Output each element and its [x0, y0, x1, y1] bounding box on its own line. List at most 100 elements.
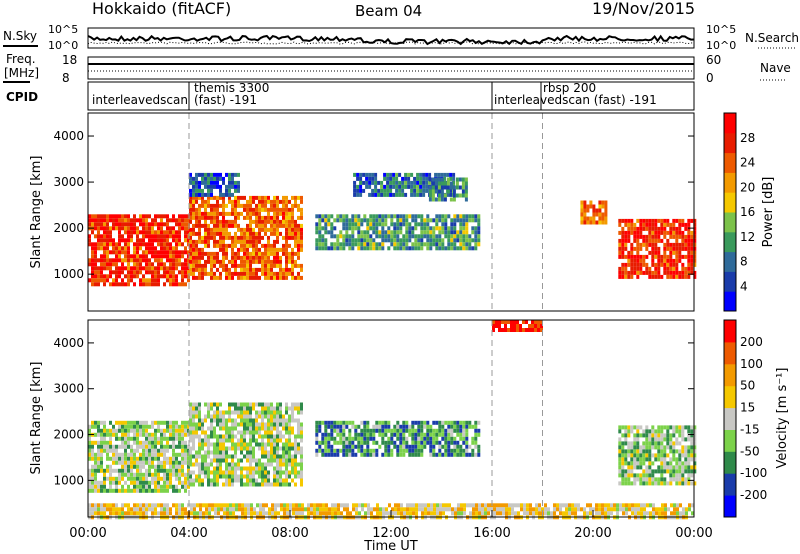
- power-cell: [225, 231, 228, 236]
- velocity-cell: [163, 503, 166, 508]
- power-cell: [365, 180, 369, 185]
- velocity-cell: [225, 450, 228, 455]
- velocity-cell: [462, 452, 466, 457]
- velocity-cell: [210, 430, 213, 435]
- velocity-cell: [538, 507, 541, 512]
- velocity-cell: [616, 503, 619, 508]
- power-cell: [404, 184, 408, 189]
- velocity-cell: [172, 420, 175, 425]
- velocity-cell: [471, 436, 475, 441]
- velocity-cell: [273, 422, 276, 427]
- velocity-cell: [330, 448, 334, 453]
- velocity-cell: [166, 476, 169, 481]
- velocity-colorbar-tick: -15: [740, 422, 760, 436]
- velocity-cell: [145, 507, 148, 512]
- power-cell: [121, 226, 124, 231]
- velocity-cell: [633, 445, 637, 450]
- power-cell: [169, 254, 172, 259]
- velocity-cell: [633, 453, 637, 458]
- velocity-cell: [465, 452, 469, 457]
- velocity-cell: [198, 422, 201, 427]
- velocity-cell: [133, 460, 136, 465]
- power-cell: [109, 230, 112, 235]
- power-cell: [669, 274, 673, 279]
- power-cell: [360, 242, 364, 247]
- power-cell: [294, 227, 297, 232]
- velocity-cell: [166, 456, 169, 461]
- velocity-cell: [136, 468, 139, 473]
- power-cell: [687, 274, 691, 279]
- velocity-cell: [163, 476, 166, 481]
- velocity-cell: [636, 449, 640, 454]
- velocity-cell: [441, 420, 445, 425]
- velocity-cell: [285, 458, 288, 463]
- velocity-cell: [645, 453, 649, 458]
- velocity-cell: [204, 450, 207, 455]
- power-cell: [192, 211, 195, 216]
- velocity-cell: [154, 440, 157, 445]
- power-cell: [94, 262, 97, 267]
- velocity-cell: [408, 432, 412, 437]
- power-cell: [264, 223, 267, 228]
- power-cell: [359, 172, 363, 177]
- power-cell: [282, 247, 285, 252]
- velocity-cell: [243, 438, 246, 443]
- velocity-cell: [439, 507, 442, 512]
- power-cell: [687, 262, 691, 267]
- velocity-cell: [243, 422, 246, 427]
- power-cell: [118, 246, 121, 251]
- velocity-cell: [418, 507, 421, 512]
- power-cell: [219, 231, 222, 236]
- power-cell: [642, 254, 646, 259]
- velocity-cell: [633, 449, 637, 454]
- power-cell: [660, 218, 664, 223]
- power-cell: [249, 259, 252, 264]
- power-cell: [145, 262, 148, 267]
- power-cell: [282, 223, 285, 228]
- power-cell: [456, 238, 460, 243]
- velocity-cell: [618, 473, 622, 478]
- power-cell: [160, 226, 163, 231]
- velocity-cell: [520, 503, 523, 508]
- power-cell: [371, 180, 375, 185]
- power-cell: [300, 235, 303, 240]
- velocity-cell: [211, 503, 214, 508]
- velocity-cell: [100, 460, 103, 465]
- power-cell: [380, 180, 384, 185]
- velocity-cell: [246, 482, 249, 487]
- power-cell: [654, 226, 658, 231]
- power-cell: [261, 243, 264, 248]
- power-cell: [654, 262, 658, 267]
- velocity-cell: [276, 414, 279, 419]
- power-cell: [678, 234, 682, 239]
- velocity-cell: [370, 507, 373, 512]
- velocity-cell: [130, 472, 133, 477]
- power-cell: [246, 235, 249, 240]
- velocity-cell: [121, 456, 124, 461]
- velocity-cell: [624, 441, 628, 446]
- power-cell: [426, 214, 430, 219]
- velocity-cell: [228, 474, 231, 479]
- power-cell: [639, 270, 643, 275]
- power-cell: [175, 274, 178, 279]
- velocity-cell: [417, 428, 421, 433]
- power-cell: [389, 176, 393, 181]
- power-cell: [228, 211, 231, 216]
- power-cell: [648, 238, 652, 243]
- velocity-cell: [231, 430, 234, 435]
- power-cell: [648, 234, 652, 239]
- power-cell: [270, 219, 273, 224]
- velocity-cell: [648, 469, 652, 474]
- power-cell: [172, 270, 175, 275]
- velocity-cell: [250, 507, 253, 512]
- power-cell: [163, 238, 166, 243]
- velocity-cell: [319, 503, 322, 508]
- velocity-cell: [645, 437, 649, 442]
- velocity-cell: [285, 426, 288, 431]
- velocity-cell: [651, 445, 655, 450]
- velocity-cell: [648, 441, 652, 446]
- velocity-cell: [234, 470, 237, 475]
- power-cell: [285, 275, 288, 280]
- velocity-cell: [267, 458, 270, 463]
- power-cell: [157, 278, 160, 283]
